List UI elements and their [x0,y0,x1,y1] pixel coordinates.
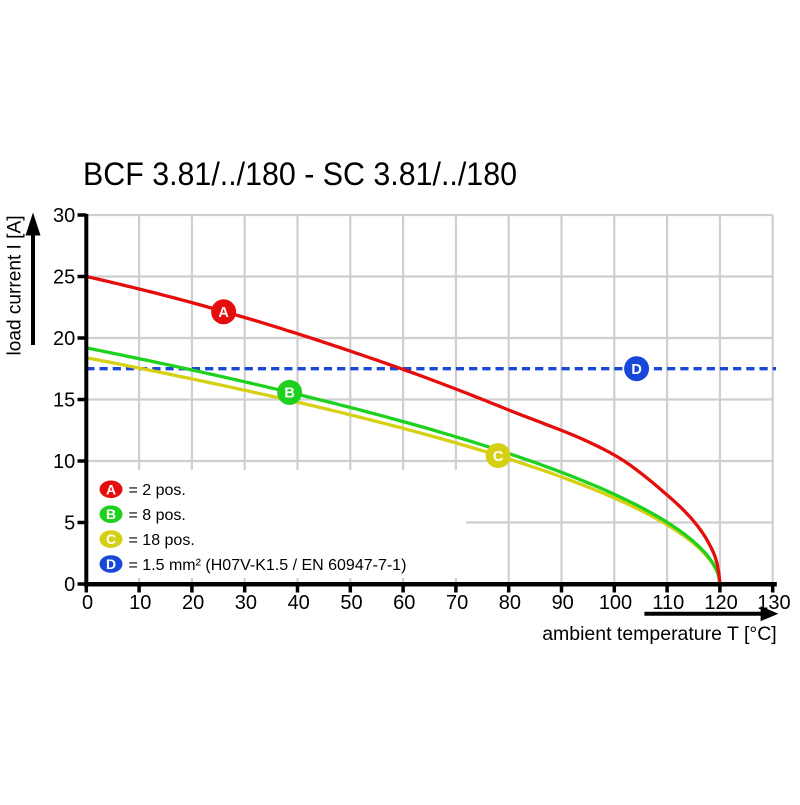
svg-text:C: C [106,531,116,547]
svg-text:= 8 pos.: = 8 pos. [129,507,186,524]
svg-text:30: 30 [235,592,257,614]
svg-text:D: D [106,556,116,572]
svg-text:5: 5 [64,513,75,535]
svg-text:80: 80 [499,592,521,614]
svg-text:C: C [493,449,504,465]
svg-text:B: B [106,506,116,522]
svg-text:0: 0 [82,592,93,614]
svg-text:ambient temperature T [°C]: ambient temperature T [°C] [542,623,777,645]
svg-text:100: 100 [599,592,632,614]
svg-text:25: 25 [53,267,75,289]
svg-text:= 2 pos.: = 2 pos. [129,482,186,499]
svg-text:50: 50 [340,592,362,614]
svg-text:20: 20 [182,592,204,614]
svg-text:30: 30 [53,205,75,227]
svg-text:110: 110 [652,592,684,614]
svg-text:60: 60 [393,592,415,614]
svg-text:120: 120 [704,592,737,614]
svg-text:A: A [218,305,229,321]
svg-text:A: A [106,481,116,497]
svg-text:40: 40 [288,592,310,614]
svg-text:70: 70 [446,592,468,614]
svg-text:10: 10 [53,451,75,473]
svg-text:90: 90 [552,592,574,614]
svg-text:0: 0 [64,574,75,596]
svg-text:B: B [284,386,294,402]
svg-text:= 1.5 mm² (H07V-K1.5 / EN 6094: = 1.5 mm² (H07V-K1.5 / EN 60947-7-1) [129,557,407,574]
svg-text:BCF 3.81/../180 - SC 3.81/../1: BCF 3.81/../180 - SC 3.81/../180 [83,156,517,192]
svg-text:10: 10 [129,592,151,614]
svg-text:load current I [A]: load current I [A] [4,216,26,356]
svg-text:20: 20 [53,328,75,350]
svg-text:D: D [631,362,641,378]
svg-text:15: 15 [53,390,75,412]
svg-text:= 18 pos.: = 18 pos. [129,532,195,549]
